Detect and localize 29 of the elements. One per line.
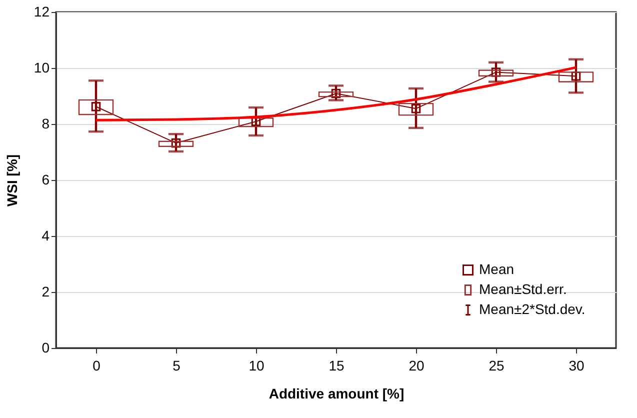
x-axis-title: Additive amount [%] bbox=[268, 386, 404, 402]
y-tick-label: 10 bbox=[34, 60, 50, 76]
x-tick-label: 30 bbox=[568, 358, 584, 374]
y-tick-label: 12 bbox=[34, 4, 50, 20]
legend-label: Mean±Std.err. bbox=[479, 281, 567, 297]
x-tick-label: 5 bbox=[172, 358, 181, 374]
bar bbox=[318, 91, 354, 98]
bar bbox=[158, 140, 194, 147]
bar bbox=[558, 72, 594, 82]
legend-label: Mean bbox=[479, 261, 514, 277]
x-tick-label: 15 bbox=[328, 358, 344, 374]
y-axis-title: WSI [%] bbox=[4, 154, 20, 207]
point bbox=[171, 138, 181, 148]
x-tick-label: 20 bbox=[408, 358, 424, 374]
bar bbox=[398, 102, 434, 116]
y-tick-label: 2 bbox=[42, 284, 50, 300]
x-tick-label: 25 bbox=[488, 358, 504, 374]
bar bbox=[478, 70, 514, 76]
y-tick-label: 8 bbox=[42, 116, 50, 132]
line-series bbox=[94, 66, 578, 122]
y-tick-label: 0 bbox=[42, 340, 50, 356]
annotation: Mean±2*Std.dev. bbox=[479, 301, 586, 317]
y-tick-label: 4 bbox=[42, 228, 50, 244]
x-tick-label: 0 bbox=[92, 358, 101, 374]
point bbox=[331, 88, 341, 98]
x-tick-label: 10 bbox=[248, 358, 264, 374]
point bbox=[491, 68, 501, 77]
y-tick-label: 6 bbox=[42, 172, 50, 188]
bar bbox=[78, 99, 114, 116]
